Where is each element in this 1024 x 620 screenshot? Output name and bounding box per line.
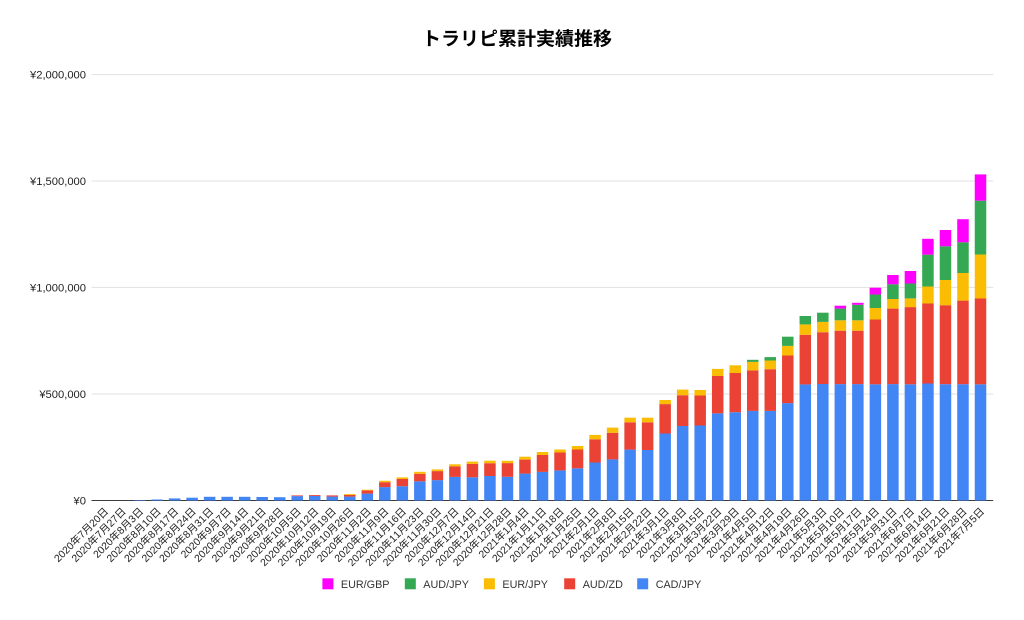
svg-text:¥1,500,000: ¥1,500,000 xyxy=(29,176,86,188)
svg-text:CAD/JPY: CAD/JPY xyxy=(656,579,702,591)
svg-text:AUD/ZD: AUD/ZD xyxy=(583,579,623,591)
svg-text:AUD/JPY: AUD/JPY xyxy=(423,579,469,591)
svg-text:EUR/GBP: EUR/GBP xyxy=(341,579,390,591)
svg-text:¥500,000: ¥500,000 xyxy=(38,389,86,401)
svg-text:¥1,000,000: ¥1,000,000 xyxy=(29,282,86,294)
svg-text:¥2,000,000: ¥2,000,000 xyxy=(29,70,86,82)
svg-text:¥0: ¥0 xyxy=(73,495,86,507)
svg-text:EUR/JPY: EUR/JPY xyxy=(502,579,548,591)
